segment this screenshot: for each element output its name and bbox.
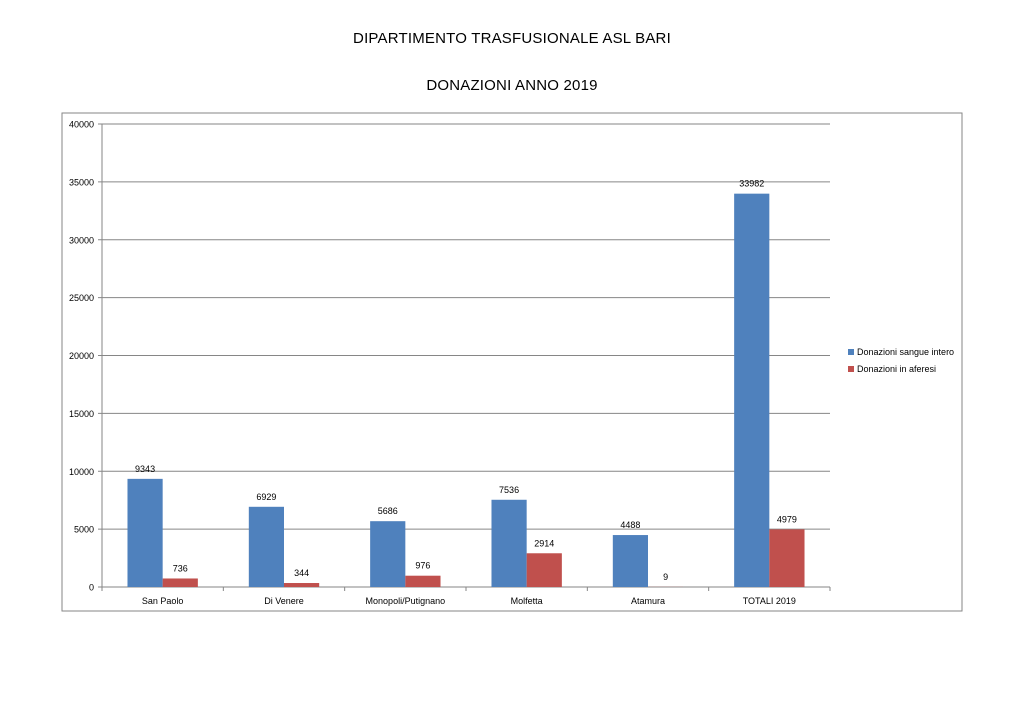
y-axis: 0 5000 10000 15000 20000 25000 30000 35000 40000 xyxy=(69,120,103,593)
y-tick-label: 15000 xyxy=(69,409,94,419)
bar xyxy=(526,553,562,587)
bars xyxy=(127,193,805,587)
data-label: 976 xyxy=(415,561,430,571)
bar xyxy=(612,535,648,587)
data-label: 4979 xyxy=(777,514,797,524)
data-label: 9343 xyxy=(135,464,155,474)
y-tick-label: 40000 xyxy=(69,120,94,130)
data-label: 6929 xyxy=(256,492,276,502)
chart-title: DIPARTIMENTO TRASFUSIONALE ASL BARI xyxy=(353,30,671,47)
data-label: 2914 xyxy=(534,538,554,548)
data-label: 344 xyxy=(294,568,309,578)
bar xyxy=(405,575,441,587)
y-tick-label: 20000 xyxy=(69,351,94,361)
legend-label: Donazioni sangue intero xyxy=(857,347,954,357)
chart-subtitle: DONAZIONI ANNO 2019 xyxy=(426,77,598,94)
x-tick-label: TOTALI 2019 xyxy=(743,596,796,606)
legend-swatch xyxy=(848,366,854,372)
bar xyxy=(248,506,284,587)
legend-label: Donazioni in aferesi xyxy=(857,364,936,374)
data-label: 736 xyxy=(173,563,188,573)
x-tick-label: San Paolo xyxy=(142,596,184,606)
bar xyxy=(162,578,198,587)
data-labels: 9343 736 6929 344 5686 976 7536 2914 4488 9 33982 4… xyxy=(135,179,797,582)
bar xyxy=(734,193,770,587)
y-tick-label: 0 xyxy=(89,583,94,593)
data-label: 9 xyxy=(663,572,668,582)
x-tick-label: Atamura xyxy=(631,596,665,606)
data-label: 5686 xyxy=(378,506,398,516)
y-tick-label: 5000 xyxy=(74,525,94,535)
y-tick-label: 10000 xyxy=(69,467,94,477)
bar xyxy=(127,478,163,587)
data-label: 33982 xyxy=(739,179,764,189)
data-label: 7536 xyxy=(499,485,519,495)
x-tick-label: Molfetta xyxy=(511,596,543,606)
y-tick-label: 25000 xyxy=(69,293,94,303)
gridlines xyxy=(102,123,830,530)
bar xyxy=(491,499,527,587)
bar xyxy=(284,583,320,587)
y-tick-label: 35000 xyxy=(69,177,94,187)
x-axis: San Paolo Di Venere Monopoli/Putignano Molf… xyxy=(101,586,831,606)
y-tick-label: 30000 xyxy=(69,235,94,245)
legend: Donazioni sangue intero Donazioni in afer… xyxy=(848,347,954,374)
data-label: 4488 xyxy=(620,520,640,530)
bar xyxy=(370,521,406,587)
x-tick-label: Di Venere xyxy=(264,596,304,606)
chart-frame xyxy=(61,112,963,612)
legend-swatch xyxy=(848,349,854,355)
x-tick-label: Monopoli/Putignano xyxy=(366,596,446,606)
bar xyxy=(769,529,805,587)
